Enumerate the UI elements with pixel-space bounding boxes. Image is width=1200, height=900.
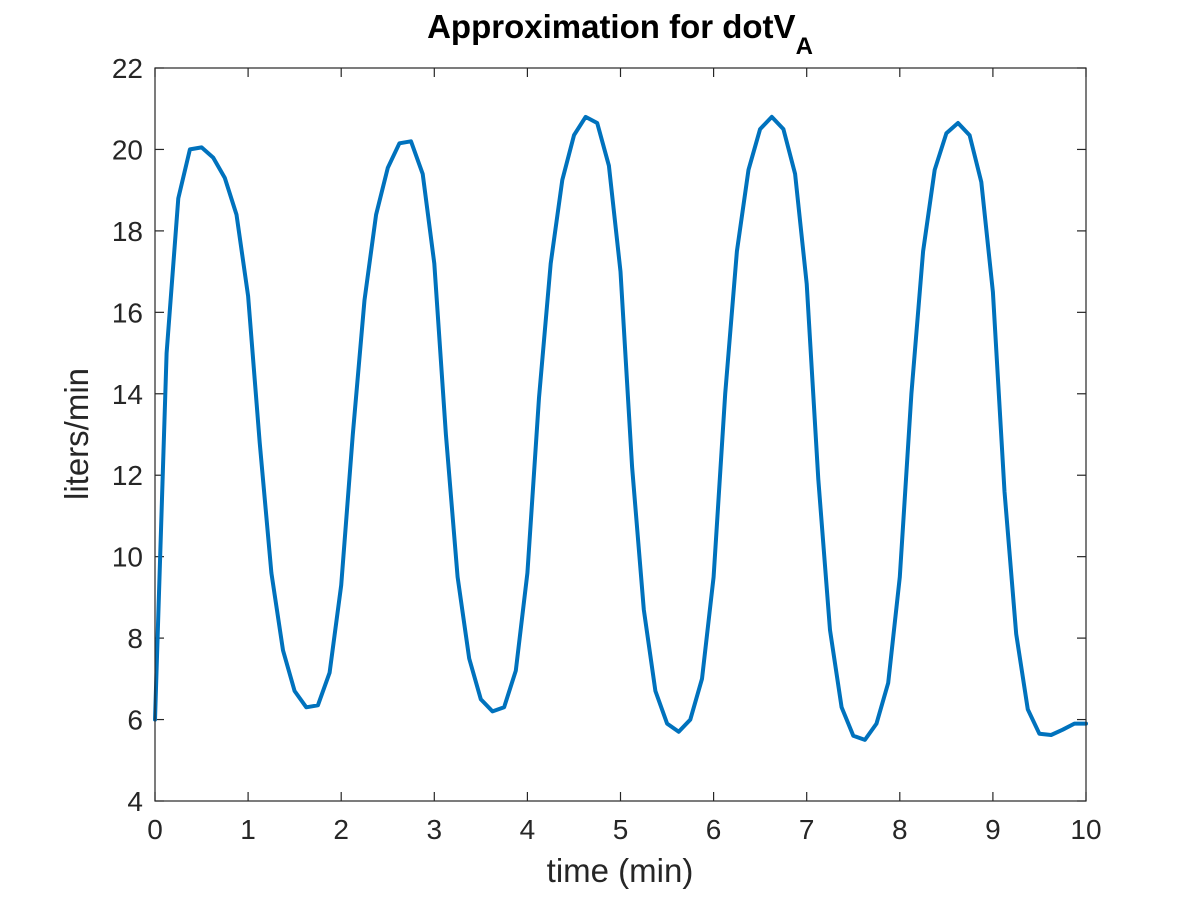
y-tick-label-8: 8 [127, 623, 143, 654]
x-tick-label-0: 0 [147, 814, 163, 845]
y-tick-label-16: 16 [112, 297, 143, 328]
x-tick-label-1: 1 [240, 814, 256, 845]
x-tick-label-5: 5 [613, 814, 629, 845]
x-axis-label: time (min) [547, 852, 694, 889]
chart-title-subscript: A [796, 33, 813, 60]
y-tick-label-20: 20 [112, 134, 143, 165]
y-axis-ticks: 4 6 8 10 12 14 16 18 20 22 [112, 53, 1086, 817]
x-tick-label-9: 9 [985, 814, 1001, 845]
x-tick-label-10: 10 [1070, 814, 1101, 845]
chart-title-main: Approximation for dotV [427, 8, 795, 45]
y-tick-label-10: 10 [112, 542, 143, 573]
y-tick-label-22: 22 [112, 53, 143, 84]
y-tick-label-14: 14 [112, 379, 143, 410]
chart-title: Approximation for dotVA [427, 8, 813, 60]
x-tick-label-2: 2 [333, 814, 349, 845]
axes-box [154, 67, 1087, 802]
y-axis-label: liters/min [58, 368, 95, 500]
y-tick-label-6: 6 [127, 705, 143, 736]
x-tick-label-8: 8 [892, 814, 908, 845]
x-tick-label-4: 4 [520, 814, 536, 845]
x-tick-label-7: 7 [799, 814, 815, 845]
x-tick-label-6: 6 [706, 814, 722, 845]
x-axis-ticks: 0 1 2 3 4 5 6 7 8 9 10 [147, 68, 1102, 845]
x-tick-label-3: 3 [427, 814, 443, 845]
y-tick-label-18: 18 [112, 216, 143, 247]
series-line [153, 114, 1088, 742]
y-tick-label-12: 12 [112, 460, 143, 491]
y-tick-label-4: 4 [127, 786, 143, 817]
